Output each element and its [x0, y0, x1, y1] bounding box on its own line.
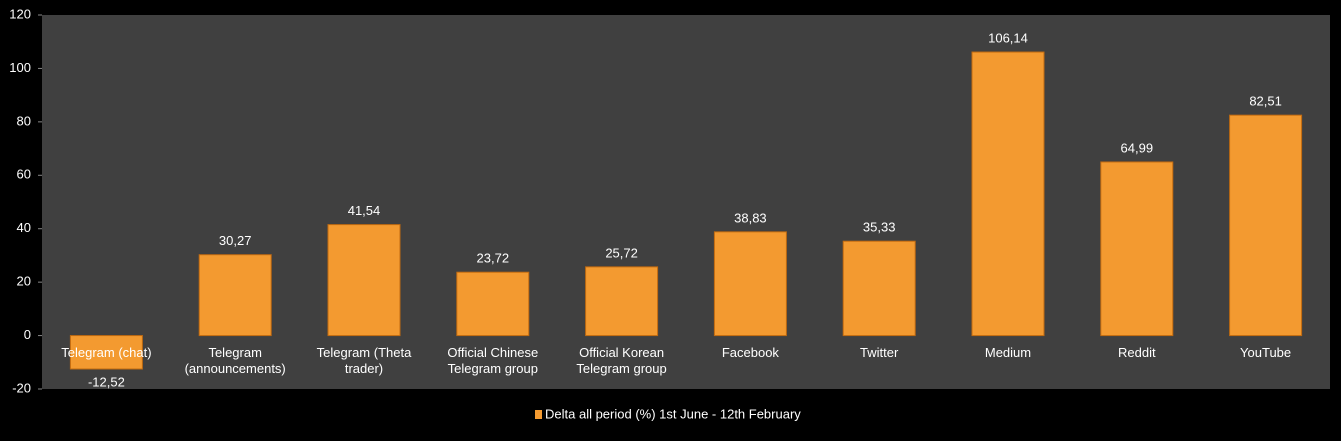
data-label: 106,14	[988, 30, 1028, 45]
bar	[69, 335, 143, 370]
bar	[456, 271, 530, 337]
data-label: 35,33	[863, 220, 896, 235]
bar	[842, 240, 916, 337]
bar	[1100, 161, 1174, 337]
y-tick-label: 20	[17, 274, 31, 289]
y-tick-label: 60	[17, 167, 31, 182]
data-label: 82,51	[1249, 94, 1282, 109]
y-tick-label: 80	[17, 113, 31, 128]
bar	[713, 231, 787, 337]
y-tick-label: -20	[12, 380, 31, 395]
bar	[585, 266, 659, 337]
y-tick-label: 100	[9, 60, 31, 75]
x-tick-label: Facebook	[721, 344, 779, 360]
y-tick-label: 120	[9, 6, 31, 21]
legend-swatch	[535, 410, 542, 419]
data-label: 38,83	[734, 210, 767, 225]
x-tick-label: Official Chinese Telegram group	[447, 344, 539, 376]
x-tick-label: Telegram (announcements)	[184, 344, 286, 376]
x-tick-label: YouTube	[1240, 344, 1292, 360]
data-label: -12,52	[88, 374, 125, 389]
data-label: 30,27	[219, 233, 252, 248]
legend-label: Delta all period (%) 1st June - 12th Feb…	[545, 406, 801, 421]
data-label: 25,72	[605, 245, 638, 260]
bar	[971, 51, 1045, 337]
y-tick-label: 0	[24, 327, 31, 342]
data-label: 64,99	[1121, 140, 1154, 155]
bar	[327, 224, 401, 337]
bar	[1229, 114, 1303, 337]
data-label: 23,72	[477, 251, 510, 266]
x-tick-label: Telegram (Theta trader)	[316, 344, 412, 376]
x-tick-label: Official Korean Telegram group	[576, 344, 667, 376]
y-tick-label: 40	[17, 220, 31, 235]
x-tick-label: Medium	[984, 344, 1032, 360]
x-tick-label: Reddit	[1118, 344, 1156, 360]
x-tick-label: Telegram (chat)	[61, 344, 152, 360]
x-tick-label: Twitter	[860, 344, 899, 360]
bar	[198, 254, 272, 337]
data-label: 41,54	[348, 203, 381, 218]
